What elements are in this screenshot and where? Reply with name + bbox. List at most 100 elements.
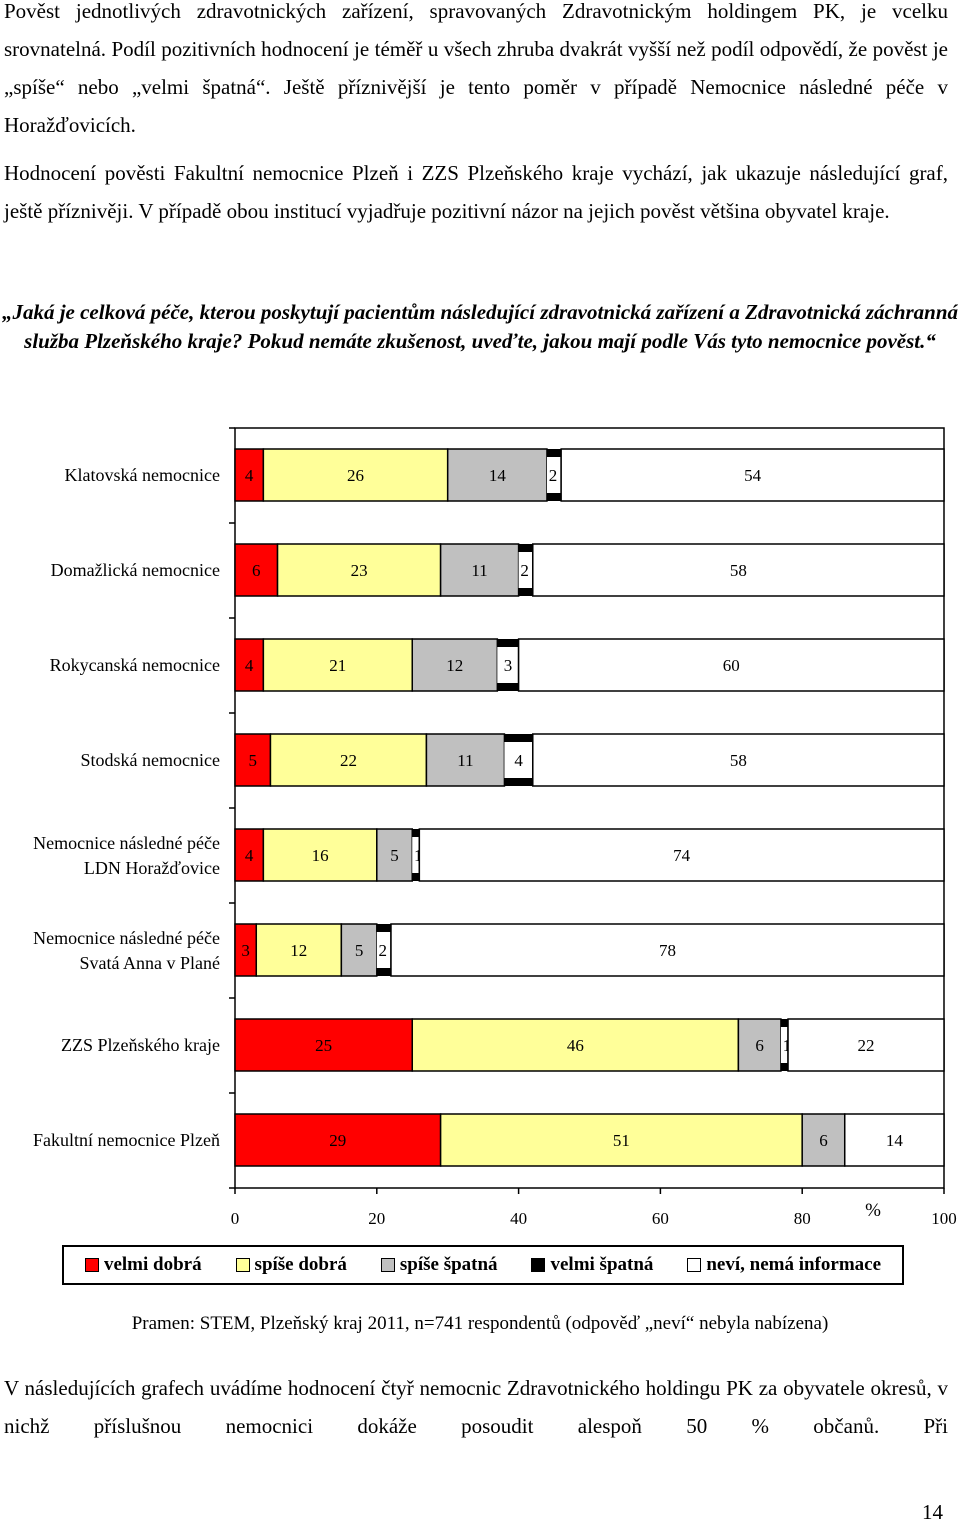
legend-item: neví, nemá informace [687,1254,881,1276]
bar-segment [737,1018,782,1072]
x-tick-label: 80 [794,1209,811,1228]
bar-segment [532,543,945,597]
value-label: 14 [489,466,507,485]
value-label: 3 [241,941,250,960]
legend-item: spíše špatná [380,1254,498,1276]
value-label: 12 [446,656,463,675]
bar-segment [262,828,378,882]
value-label: 11 [471,561,487,580]
legend-label: neví, nemá informace [706,1254,882,1275]
value-label: 74 [673,846,691,865]
category-label: ZZS Plzeňského kraje [61,1035,220,1055]
bar-segment [425,733,506,787]
bar-segment [234,1018,413,1072]
bar-segment-inner [497,647,519,683]
source-note: Pramen: STEM, Plzeňský kraj 2011, n=741 … [131,1313,829,1334]
x-tick-label: 60 [652,1209,669,1228]
value-label: 16 [312,846,329,865]
page-number: 14 [922,1500,943,1524]
legend-label: spíše špatná [399,1254,498,1275]
category-label: Rokycanská nemocnice [50,655,220,675]
bar-segment [446,448,548,502]
value-label: 22 [858,1036,875,1055]
bar-segment [532,733,945,787]
x-tick-label: 40 [510,1209,527,1228]
bar-segment [418,828,945,882]
bar-segment [439,543,520,597]
value-label: 3 [504,656,513,675]
bar-segment-inner [780,1027,789,1063]
bar-segment [234,543,279,597]
bar-segment [234,733,272,787]
legend-label: spíše dobrá [254,1254,347,1275]
x-tick-label: 100 [931,1209,957,1228]
value-label: 4 [245,466,254,485]
value-label: 4 [514,751,523,770]
value-label: 2 [379,941,388,960]
bar-segment [787,1018,945,1072]
intro-paragraph: Pověst jednotlivých zdravotnických zaříz… [4,0,948,137]
value-label: 5 [248,751,257,770]
legend-item: velmi dobrá [84,1254,202,1276]
bar-segment-inner [412,837,420,873]
legend-swatch [235,1258,250,1272]
value-label: 4 [245,846,254,865]
value-label: 26 [347,466,364,485]
bar-segment-inner [376,932,391,968]
value-label: 4 [245,656,254,675]
category-label: Nemocnice následné péče Svatá Anna v Plan… [33,928,220,973]
value-label: 5 [355,941,364,960]
value-label: 12 [290,941,307,960]
category-label: Klatovská nemocnice [65,465,220,485]
legend-swatch [687,1258,702,1272]
bar-segment [234,1113,442,1167]
bar-segment [276,543,442,597]
legend-label: velmi špatná [550,1254,654,1275]
legend-item: spíše dobrá [235,1254,347,1276]
category-label: Fakultní nemocnice Plzeň [33,1130,220,1150]
bar-segment [801,1113,846,1167]
plot-area [234,427,945,1189]
second-paragraph: Hodnocení pověsti Fakultní nemocnice Plz… [4,161,948,223]
value-label: 14 [886,1131,904,1150]
bar-segment-inner [546,457,562,493]
value-label: 46 [567,1036,584,1055]
legend-swatch [380,1258,395,1272]
value-label: 29 [329,1131,346,1150]
legend-item: velmi špatná [531,1254,653,1276]
value-label: 2 [520,561,529,580]
legend-swatch [84,1258,99,1272]
value-label: 6 [755,1036,764,1055]
bar-segment [262,448,449,502]
category-label: Nemocnice následné péče LDN Horažďovice [33,833,220,878]
value-label: 60 [723,656,740,675]
value-label: 6 [819,1131,828,1150]
closing-paragraph: V následujících grafech uvádíme hodnocen… [4,1376,948,1438]
legend-swatch [531,1258,546,1272]
bar-segment [843,1113,945,1167]
bar-segment [340,923,378,977]
value-label: 58 [730,751,747,770]
bar-segment [234,828,265,882]
value-label: 23 [351,561,368,580]
bar-segment [390,923,945,977]
value-label: 78 [659,941,676,960]
x-tick-label: 20 [368,1209,385,1228]
value-label: 6 [252,561,261,580]
bar-segment [517,638,945,692]
value-label: 51 [613,1131,630,1150]
category-label: Domažlická nemocnice [51,560,220,580]
value-label: 11 [457,751,473,770]
survey-question: „Jaká je celková péče, kterou poskytují … [1,300,959,353]
bar-segment-inner [518,552,533,588]
value-label: 1 [414,846,423,865]
bar-segment [255,923,343,977]
bar-segment [411,638,499,692]
x-axis-label: % [865,1200,881,1221]
bar-segment [234,638,265,692]
bar-segment [560,448,945,502]
value-label: 54 [744,466,762,485]
bar-segment-inner [504,742,533,778]
value-label: 2 [549,466,558,485]
